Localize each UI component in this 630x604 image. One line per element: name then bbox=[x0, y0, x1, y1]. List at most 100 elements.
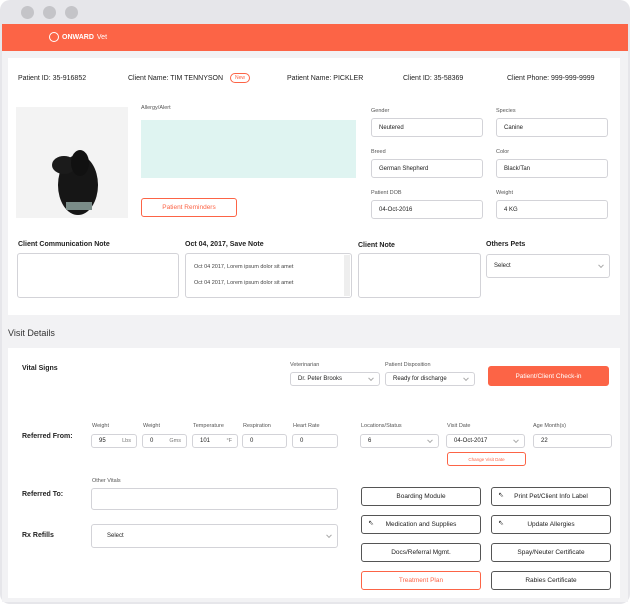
color-label: Color bbox=[496, 149, 510, 155]
disp-label: Patient Disposition bbox=[385, 362, 431, 368]
boarding-module-button[interactable]: Boarding Module bbox=[361, 487, 481, 506]
treatment-plan-button[interactable]: Treatment Plan bbox=[361, 571, 481, 590]
save-note-item: Oct 04 2017, Lorem ipsum dolor sit amet bbox=[194, 264, 294, 270]
weight-gms-value: 0 bbox=[150, 438, 154, 444]
temp-label: Temperature bbox=[193, 423, 224, 429]
weight-field[interactable]: 4 KG bbox=[496, 200, 608, 219]
logo-icon bbox=[49, 32, 59, 42]
weight-label: Weight bbox=[496, 190, 514, 196]
temp-field[interactable]: 101 °F bbox=[192, 434, 238, 448]
save-note-list[interactable]: Oct 04 2017, Lorem ipsum dolor sit amet … bbox=[185, 253, 352, 298]
window-dot[interactable] bbox=[43, 6, 56, 19]
vet-label: Veterinarian bbox=[290, 362, 320, 368]
weight-lbs-field[interactable]: 95 Lbs bbox=[91, 434, 137, 448]
client-phone: Client Phone: 999-999-9999 bbox=[507, 75, 595, 82]
arrow-up-left-icon: ⇖ bbox=[498, 520, 504, 527]
patient-card: Patient ID: 35-916852 Client Name: TIM T… bbox=[8, 58, 620, 315]
weight-lbs-value: 95 bbox=[99, 438, 106, 444]
vital-signs-label: Vital Signs bbox=[22, 365, 58, 372]
visit-date-value: 04-Oct-2017 bbox=[454, 438, 488, 444]
visit-date-select[interactable]: 04-Oct-2017 bbox=[446, 434, 525, 448]
update-allergies-button[interactable]: ⇖ Update Allergies bbox=[491, 515, 611, 534]
brand: ONWARD bbox=[62, 33, 94, 41]
age-field[interactable]: 22 bbox=[533, 434, 612, 448]
loc-select[interactable]: 6 bbox=[360, 434, 439, 448]
temp-value: 101 bbox=[200, 438, 211, 444]
visit-date-label: Visit Date bbox=[447, 423, 471, 429]
loc-label: Locations/Status bbox=[361, 423, 402, 429]
breed-label: Breed bbox=[371, 149, 386, 155]
chevron-down-icon bbox=[463, 375, 469, 382]
save-note-item: Oct 04 2017, Lorem ipsum dolor sit amet bbox=[194, 280, 294, 286]
button-label: Medication and Supplies bbox=[385, 521, 457, 528]
species-field[interactable]: Canine bbox=[496, 118, 608, 137]
others-pets-select[interactable]: Select bbox=[486, 254, 610, 278]
client-note-label: Client Note bbox=[358, 242, 395, 249]
unit: °F bbox=[226, 438, 232, 444]
comm-note-field[interactable] bbox=[17, 253, 179, 298]
rx-refills-select[interactable]: Select bbox=[91, 524, 338, 548]
breed-field[interactable]: German Shepherd bbox=[371, 159, 483, 178]
chevron-down-icon bbox=[368, 375, 374, 382]
client-note-field[interactable] bbox=[358, 253, 481, 298]
print-label-button[interactable]: ⇖ Print Pet/Client Info Label bbox=[491, 487, 611, 506]
dob-field[interactable]: 04-Oct-2016 bbox=[371, 200, 483, 219]
logo[interactable]: ONWARD Vet bbox=[49, 32, 107, 42]
hr-label: Heart Rate bbox=[293, 423, 320, 429]
chevron-down-icon bbox=[513, 437, 519, 444]
button-label: Update Allergies bbox=[527, 521, 575, 528]
chevron-down-icon bbox=[326, 532, 332, 539]
unit: Lbs bbox=[122, 438, 131, 444]
rabies-certificate-button[interactable]: Rabies Certificate bbox=[491, 571, 611, 590]
color-field[interactable]: Black/Tan bbox=[496, 159, 608, 178]
others-pets-label: Others Pets bbox=[486, 241, 526, 248]
chevron-down-icon bbox=[427, 437, 433, 444]
resp-field[interactable]: 0 bbox=[242, 434, 287, 448]
window-dot[interactable] bbox=[65, 6, 78, 19]
window-dot[interactable] bbox=[21, 6, 34, 19]
dob-label: Patient DOB bbox=[371, 190, 402, 196]
loc-value: 6 bbox=[368, 438, 372, 444]
brand-suffix: Vet bbox=[96, 33, 108, 41]
chevron-down-icon bbox=[598, 262, 604, 269]
allergy-field[interactable] bbox=[141, 120, 356, 178]
referred-to-field[interactable] bbox=[91, 488, 338, 510]
weight-lbs-label: Weight bbox=[92, 423, 110, 429]
referred-to-label: Referred To: bbox=[22, 491, 64, 498]
medication-button[interactable]: ⇖ Medication and Supplies bbox=[361, 515, 481, 534]
app-header: ONWARD Vet bbox=[2, 24, 628, 51]
vet-select[interactable]: Dr. Peter Brooks bbox=[290, 372, 380, 386]
spay-neuter-button[interactable]: Spay/Neuter Certificate bbox=[491, 543, 611, 562]
scrollbar[interactable] bbox=[344, 255, 350, 296]
other-vitals-label: Other Vitals bbox=[92, 478, 121, 484]
client-name: Client Name: TIM TENNYSON bbox=[128, 75, 224, 82]
weight-gms-label: Weight bbox=[143, 423, 161, 429]
age-label: Age Month(s) bbox=[533, 423, 567, 429]
hr-field[interactable]: 0 bbox=[292, 434, 338, 448]
unit: Gms bbox=[169, 438, 181, 444]
resp-label: Respiration bbox=[243, 423, 271, 429]
others-pets-value: Select bbox=[494, 263, 511, 269]
dog-image bbox=[52, 150, 98, 215]
patient-id: Patient ID: 35-916852 bbox=[18, 75, 87, 82]
patient-photo bbox=[16, 107, 128, 218]
save-note-label: Oct 04, 2017, Save Note bbox=[185, 241, 264, 248]
gender-label: Gender bbox=[371, 108, 390, 114]
comm-note-label: Client Communication Note bbox=[18, 241, 110, 248]
vet-value: Dr. Peter Brooks bbox=[298, 376, 343, 382]
new-badge: New bbox=[230, 73, 251, 83]
rx-refills-label: Rx Refills bbox=[22, 532, 54, 539]
visit-card: Vital Signs Veterinarian Dr. Peter Brook… bbox=[8, 348, 620, 598]
weight-gms-field[interactable]: 0 Gms bbox=[142, 434, 187, 448]
docs-referral-button[interactable]: Docs/Referral Mgmt. bbox=[361, 543, 481, 562]
gender-field[interactable]: Neutered bbox=[371, 118, 483, 137]
disp-select[interactable]: Ready for discharge bbox=[385, 372, 475, 386]
referred-from-label: Referred From: bbox=[22, 433, 73, 440]
button-label: Print Pet/Client Info Label bbox=[514, 493, 588, 500]
checkin-button[interactable]: Patient/Client Check-in bbox=[488, 366, 609, 386]
change-visit-date-button[interactable]: Change Visit Date bbox=[447, 452, 526, 466]
rx-value: Select bbox=[107, 533, 124, 539]
patient-reminders-button[interactable]: Patient Reminders bbox=[141, 198, 237, 217]
visit-details-title: Visit Details bbox=[8, 328, 55, 338]
arrow-up-left-icon: ⇖ bbox=[498, 492, 504, 499]
